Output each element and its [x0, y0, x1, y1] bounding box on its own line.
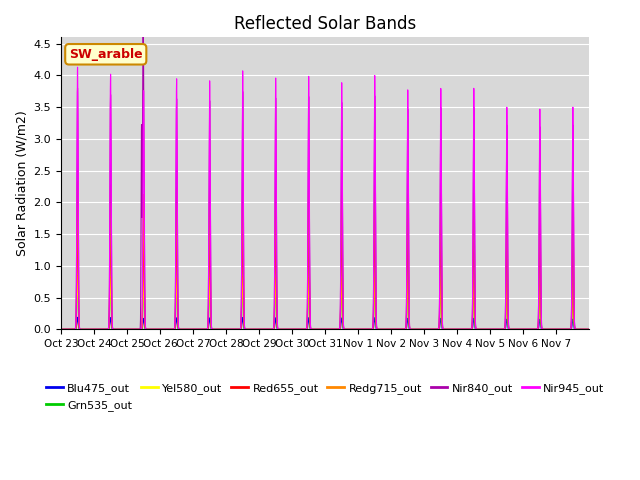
Text: SW_arable: SW_arable [69, 48, 143, 61]
Legend: Blu475_out, Grn535_out, Yel580_out, Red655_out, Redg715_out, Nir840_out, Nir945_: Blu475_out, Grn535_out, Yel580_out, Red6… [42, 379, 609, 415]
Title: Reflected Solar Bands: Reflected Solar Bands [234, 15, 417, 33]
Y-axis label: Solar Radiation (W/m2): Solar Radiation (W/m2) [15, 110, 28, 256]
